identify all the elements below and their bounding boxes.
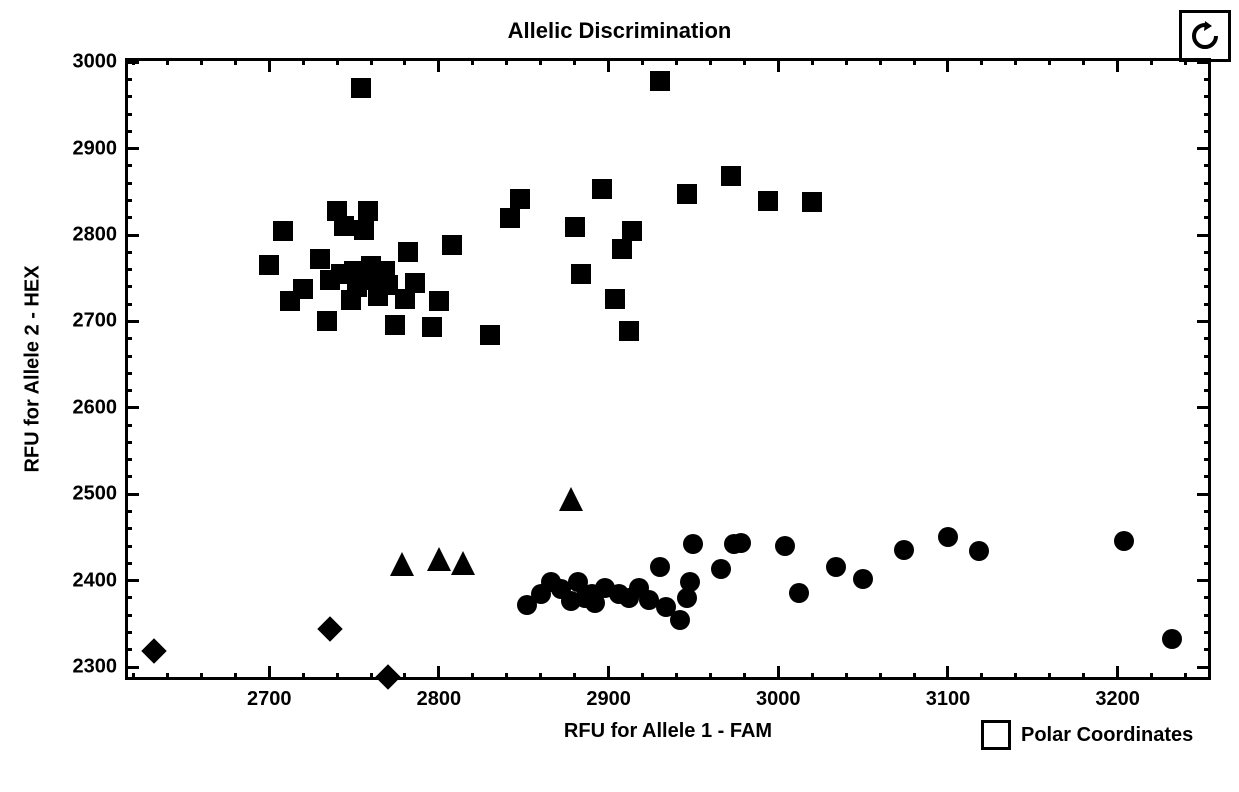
y-tick-label: 2600 (61, 396, 117, 419)
scatter-chart: 2700280029003000310032002300240025002600… (125, 58, 1211, 680)
data-point (398, 242, 418, 262)
data-point (354, 220, 374, 240)
data-point (422, 317, 442, 337)
x-tick-label: 2800 (417, 688, 462, 711)
y-axis (125, 58, 128, 680)
data-point (317, 311, 337, 331)
data-point (451, 551, 475, 575)
x-tick-label: 2900 (586, 688, 631, 711)
data-point (605, 289, 625, 309)
y-tick-label: 3000 (61, 51, 117, 74)
data-point (273, 221, 293, 241)
data-point (592, 179, 612, 199)
data-point (293, 279, 313, 299)
x-tick-label: 3100 (926, 688, 971, 711)
data-point (619, 321, 639, 341)
data-point (677, 184, 697, 204)
data-point (711, 559, 731, 579)
data-point (500, 208, 520, 228)
data-point (721, 166, 741, 186)
data-point (802, 192, 822, 212)
polar-coordinates-toggle[interactable]: Polar Coordinates (981, 720, 1193, 750)
data-point (427, 547, 451, 571)
data-point (571, 264, 591, 284)
data-point (650, 557, 670, 577)
data-point (405, 273, 425, 293)
data-point (480, 325, 500, 345)
data-point (969, 541, 989, 561)
y-tick-label: 2500 (61, 483, 117, 506)
data-point (510, 189, 530, 209)
y-tick-label: 2400 (61, 569, 117, 592)
data-point (429, 291, 449, 311)
page: Allelic Discrimination 27002800290030003… (0, 0, 1239, 792)
x-tick-label: 3200 (1095, 688, 1140, 711)
y-tick-label: 2900 (61, 137, 117, 160)
y-axis-label: RFU for Allele 2 - HEX (22, 265, 45, 472)
data-point (559, 487, 583, 511)
data-point (650, 71, 670, 91)
checkbox-icon (981, 720, 1011, 750)
legend-label: Polar Coordinates (1021, 724, 1193, 747)
data-point (853, 569, 873, 589)
data-point (385, 315, 405, 335)
data-point (758, 191, 778, 211)
x-tick-label: 2700 (247, 688, 292, 711)
data-point (334, 216, 354, 236)
refresh-icon (1189, 20, 1221, 52)
data-point (565, 217, 585, 237)
data-point (612, 239, 632, 259)
data-point (789, 583, 809, 603)
y-tick-label: 2800 (61, 224, 117, 247)
data-point (351, 78, 371, 98)
y-tick-label: 2300 (61, 656, 117, 679)
data-point (826, 557, 846, 577)
refresh-button[interactable] (1179, 10, 1231, 62)
x-axis-label: RFU for Allele 1 - FAM (564, 720, 772, 743)
data-point (622, 221, 642, 241)
chart-title: Allelic Discrimination (0, 18, 1239, 44)
data-point (310, 249, 330, 269)
data-point (731, 533, 751, 553)
data-point (259, 255, 279, 275)
data-point (358, 201, 378, 221)
data-point (442, 235, 462, 255)
x-tick-label: 3000 (756, 688, 801, 711)
data-point (390, 552, 414, 576)
y-tick-label: 2700 (61, 310, 117, 333)
